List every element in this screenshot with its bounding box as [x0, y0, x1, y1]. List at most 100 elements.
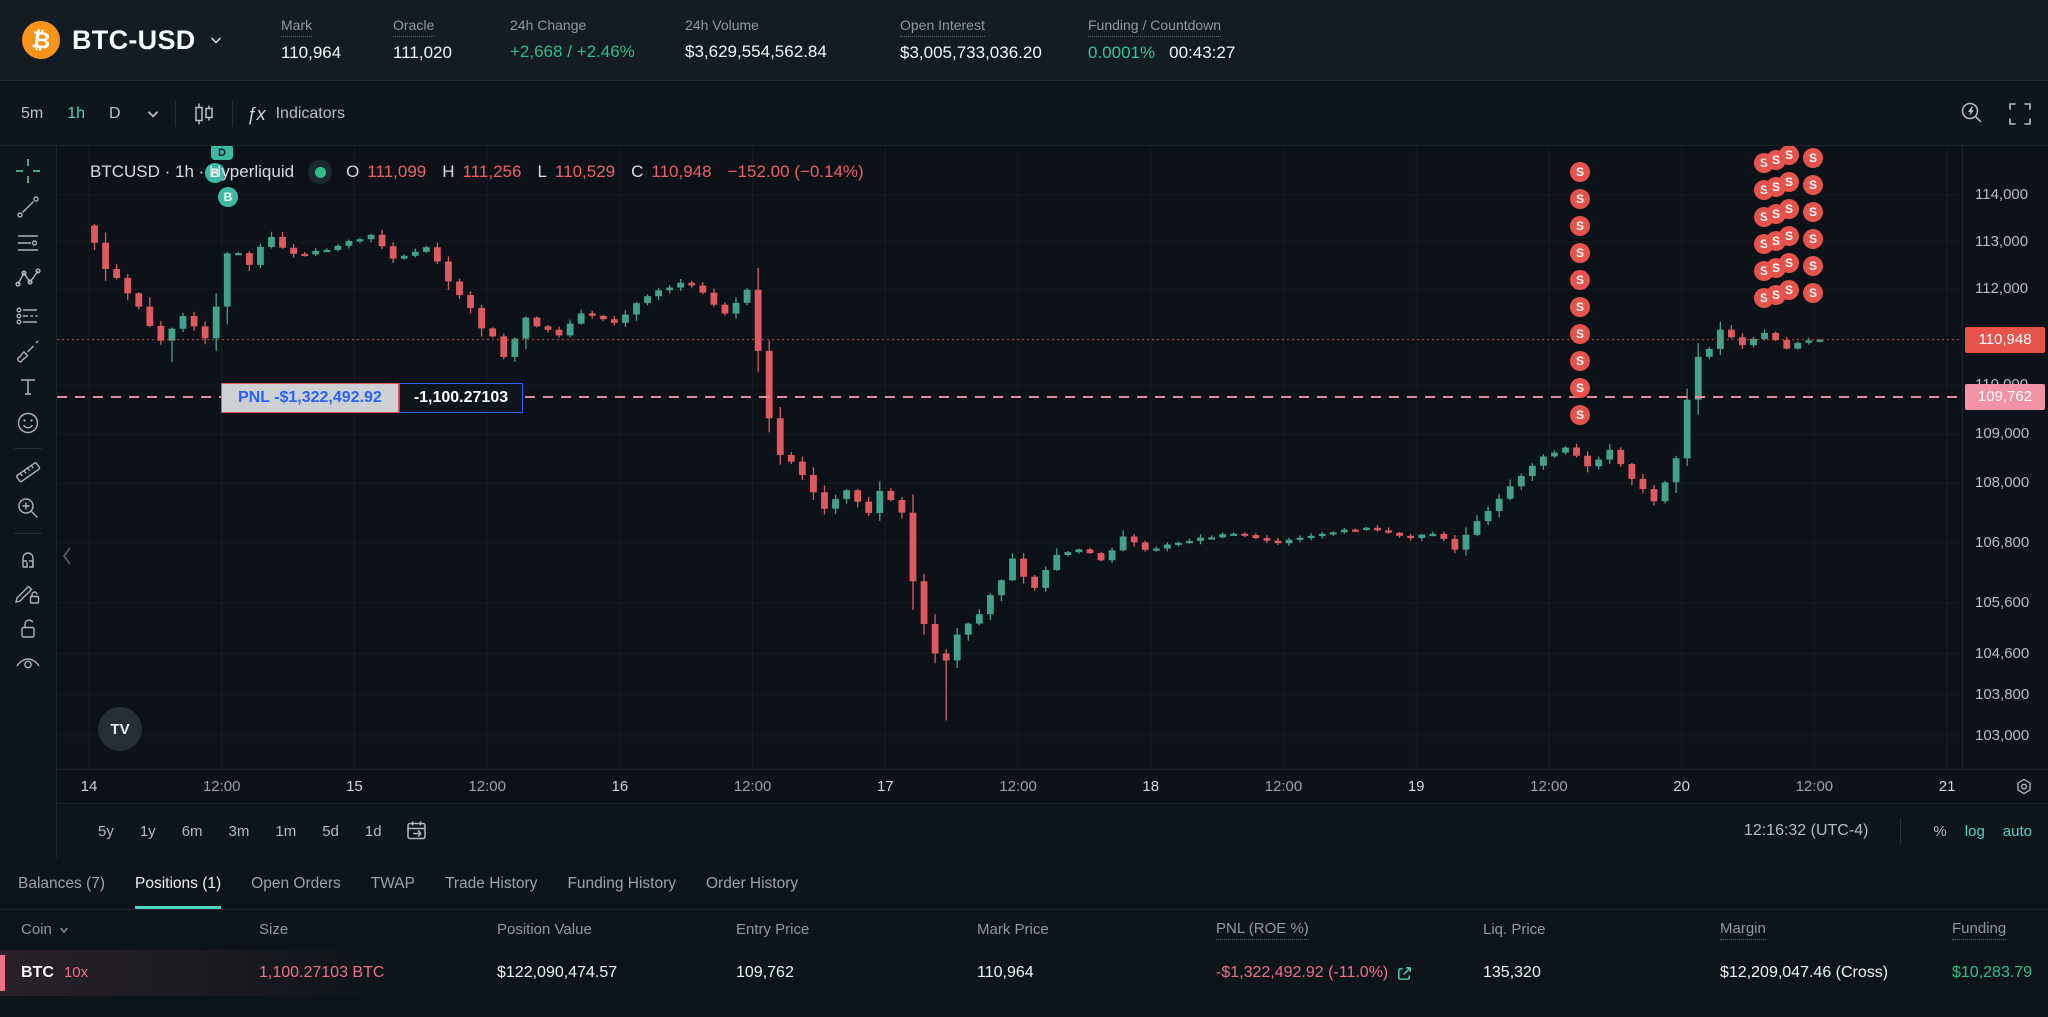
tab-balances-7[interactable]: Balances (7): [18, 875, 106, 892]
range-1y[interactable]: 1y: [139, 822, 156, 840]
screenshot-camera-icon[interactable]: [1958, 100, 1986, 128]
col-header-liq-price[interactable]: Liq. Price: [1483, 920, 1546, 938]
zoom-in-icon[interactable]: [13, 493, 43, 523]
svg-text:S: S: [1576, 381, 1584, 395]
interval-5m[interactable]: 5m: [21, 105, 44, 122]
col-header-position-value[interactable]: Position Value: [497, 920, 592, 938]
tab-trade-history[interactable]: Trade History: [444, 875, 538, 892]
svg-text:S: S: [1760, 237, 1768, 251]
col-header-coin[interactable]: Coin: [0, 921, 259, 940]
edit-lock-icon[interactable]: [13, 578, 43, 608]
price-axis[interactable]: 114,000113,000112,000110,000109,000108,0…: [1962, 146, 2048, 769]
range-1d[interactable]: 1d: [364, 822, 382, 840]
chart-toolbar: 5m 1h D ƒx Indicators: [0, 83, 2048, 146]
pattern-icon[interactable]: [13, 264, 43, 294]
auto-scale-button[interactable]: auto: [2002, 822, 2032, 840]
ohlc-close-label: C: [631, 162, 644, 181]
svg-text:S: S: [1576, 219, 1584, 233]
price-tick: 104,600: [1975, 644, 2030, 662]
go-to-date-icon[interactable]: [404, 818, 430, 844]
range-6m[interactable]: 6m: [181, 822, 203, 840]
share-pnl-icon[interactable]: [1396, 965, 1413, 982]
fullscreen-icon[interactable]: [2006, 100, 2034, 128]
divider: [174, 101, 176, 127]
col-header-size[interactable]: Size: [259, 920, 289, 938]
axis-settings-gear-icon[interactable]: [2014, 777, 2034, 797]
magnet-icon[interactable]: [13, 542, 43, 572]
svg-text:S: S: [1785, 175, 1793, 189]
indicators-label: Indicators: [275, 105, 345, 122]
indicators-button[interactable]: ƒx Indicators: [247, 104, 345, 125]
position-pnl-label[interactable]: PNL -$1,322,492.92 -1,100.27103: [221, 383, 524, 413]
coin-selector[interactable]: ₿ BTC-USD: [0, 18, 255, 62]
log-scale-button[interactable]: log: [1964, 822, 1985, 840]
cell-position-value: $122,090,474.57: [497, 964, 618, 981]
stat-value: 110,964: [281, 43, 342, 62]
svg-text:B: B: [224, 190, 233, 204]
ohlc-open-label: O: [346, 162, 360, 181]
col-header-funding[interactable]: Funding: [1952, 920, 2048, 940]
range-5y[interactable]: 5y: [98, 822, 114, 840]
stat-value: +2,668 / +2.46%: [510, 42, 635, 61]
col-header-pnl-roe[interactable]: PNL (ROE %): [1216, 920, 1483, 940]
svg-text:S: S: [1809, 178, 1817, 192]
range-5d[interactable]: 5d: [322, 822, 339, 840]
text-icon[interactable]: [13, 372, 43, 402]
price-tick: 106,800: [1975, 533, 2030, 551]
interval-D[interactable]: D: [109, 105, 121, 122]
svg-text:S: S: [1809, 259, 1817, 273]
lock-icon[interactable]: [13, 614, 43, 644]
chart-legend: BTCUSD · 1h · Hyperliquid O 111,099 H 111,…: [90, 160, 872, 184]
ruler-icon[interactable]: [13, 457, 43, 487]
range-1m[interactable]: 1m: [275, 822, 297, 840]
time-axis[interactable]: 14 12:00 15 12:00 16 12:00 17 12:00 18 12:00 19 12:…: [57, 769, 2048, 803]
market-status-button[interactable]: [308, 160, 333, 184]
svg-text:S: S: [1809, 205, 1817, 219]
last-price-badge: 110,948: [1965, 326, 2045, 353]
tab-positions-1[interactable]: Positions (1): [135, 859, 222, 909]
range-buttons: 5y 1y 6m 3m 1m 5d 1d: [57, 823, 382, 840]
time-tick: 15: [346, 778, 363, 795]
interval-menu-chevron-icon[interactable]: [145, 106, 161, 122]
candle-style-icon[interactable]: [190, 100, 218, 128]
legend-title[interactable]: BTCUSD · 1h · Hyperliquid: [90, 162, 295, 181]
interval-1h[interactable]: 1h: [67, 105, 86, 122]
svg-text:S: S: [1785, 202, 1793, 216]
tab-order-history[interactable]: Order History: [705, 875, 799, 892]
time-tick: 21: [1938, 778, 1956, 795]
divider: [1900, 818, 1902, 844]
eye-icon[interactable]: [13, 650, 43, 680]
fx-icon: ƒx: [246, 103, 266, 124]
clock-timezone[interactable]: 12:16:32 (UTC-4): [1743, 822, 1869, 839]
positions-table-header: Coin Size Position Value Entry Price Mark Pr…: [0, 910, 2048, 950]
col-header-mark-price[interactable]: Mark Price: [977, 920, 1049, 938]
crosshair-icon[interactable]: [13, 156, 43, 186]
brush-icon[interactable]: [13, 336, 43, 366]
divider: [14, 448, 42, 449]
time-tick: 12:00: [202, 778, 241, 795]
range-3m[interactable]: 3m: [228, 822, 250, 840]
stat-change-24h: 24h Change +2,668 / +2.46%: [510, 17, 645, 63]
tab-open-orders[interactable]: Open Orders: [251, 875, 341, 892]
time-tick: 17: [876, 778, 894, 795]
toolbar-collapse-icon[interactable]: [60, 545, 74, 567]
tab-funding-history[interactable]: Funding History: [567, 875, 676, 892]
tab-twap[interactable]: TWAP: [370, 875, 415, 892]
stat-label: Open Interest: [900, 17, 985, 37]
cell-funding: $10,283.79: [1952, 964, 2033, 981]
svg-text:S: S: [1785, 229, 1793, 243]
positions-table-row[interactable]: BTC 10x 1,100.27103 BTC $122,090,474.57 109,…: [0, 950, 2048, 996]
emoji-icon[interactable]: [13, 408, 43, 438]
svg-text:S: S: [1576, 408, 1584, 422]
time-tick: 14: [80, 778, 98, 795]
fib-retracement-icon[interactable]: [13, 228, 43, 258]
trendline-icon[interactable]: [13, 192, 43, 222]
svg-text:S: S: [1772, 234, 1780, 248]
svg-text:S: S: [1576, 273, 1584, 287]
tradingview-logo[interactable]: TV: [98, 707, 142, 751]
percent-scale-button[interactable]: %: [1933, 822, 1947, 840]
forecast-icon[interactable]: [13, 300, 43, 330]
col-header-entry-price[interactable]: Entry Price: [736, 920, 810, 938]
col-header-margin[interactable]: Margin: [1720, 920, 1952, 940]
